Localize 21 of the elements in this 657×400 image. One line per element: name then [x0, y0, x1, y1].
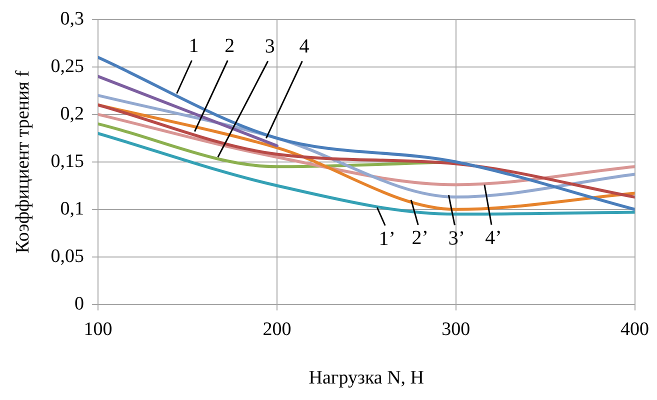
annotation: 3: [264, 35, 275, 58]
x-tick-label: 200: [262, 318, 292, 340]
y-tick-label: 0,05: [50, 246, 84, 267]
y-tick-label: 0,25: [50, 56, 84, 77]
annotation: 2: [224, 34, 235, 57]
y-tick-label: 0,3: [60, 8, 84, 30]
annotation: 2’: [412, 227, 428, 250]
y-tick-label: 0,1: [60, 198, 84, 220]
annotation: 1’: [378, 228, 396, 250]
y-tick-label: 0,2: [60, 103, 84, 124]
annotation: 3’: [448, 227, 466, 250]
annotation: 4’: [485, 226, 502, 249]
annotation: 4: [299, 35, 310, 58]
y-tick-label: 0: [74, 293, 84, 314]
annotation: 1: [188, 34, 199, 57]
y-tick-label: 0,15: [50, 150, 84, 172]
x-tick-label: 400: [620, 318, 649, 340]
x-axis-title: Нагрузка N, Н: [308, 368, 424, 389]
y-axis-title: Коэффициент трения f: [12, 70, 34, 254]
x-tick-label: 100: [84, 318, 112, 340]
x-tick-label: 300: [442, 318, 470, 340]
